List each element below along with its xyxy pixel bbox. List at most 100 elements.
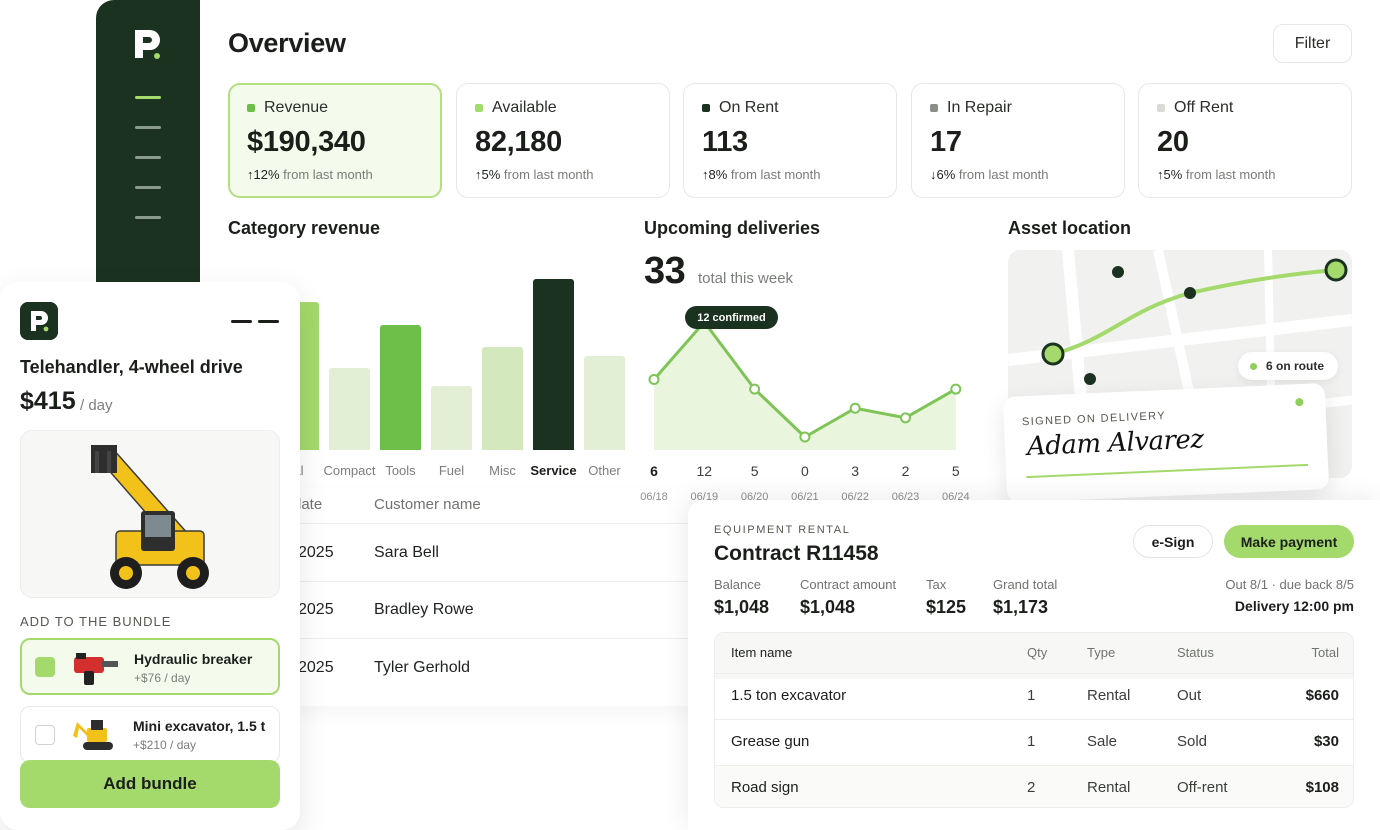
category-label[interactable]: Service (530, 463, 577, 478)
filter-button[interactable]: Filter (1273, 24, 1352, 63)
nav-item-overview[interactable] (135, 96, 161, 99)
stat-label: Off Rent (1174, 99, 1234, 116)
stat-card-off-rent[interactable]: Off Rent 20 ↑5% from last month (1138, 83, 1352, 198)
due-dates: Out 8/1 · due back 8/5 (1225, 577, 1354, 592)
option-price: +$76 / day (134, 671, 191, 685)
nav-item-2[interactable] (135, 126, 161, 129)
bundle-option-hydraulic-breaker[interactable]: Hydraulic breaker +$76 / day (20, 638, 280, 695)
due-info: Out 8/1 · due back 8/5 Delivery 12:00 pm (1225, 577, 1354, 614)
data-point (849, 402, 861, 414)
table-row[interactable]: Road sign 2 Rental Off-rent $108 (715, 765, 1353, 807)
column-header-item[interactable]: Item name (731, 645, 793, 660)
checkbox[interactable] (35, 725, 55, 745)
page-title: Overview (228, 28, 346, 58)
stat-card-on-rent[interactable]: On Rent 113 ↑8% from last month (683, 83, 897, 198)
delivery-time: Delivery 12:00 pm (1234, 598, 1354, 614)
contract-kicker: EQUIPMENT RENTAL (714, 524, 851, 536)
column-header-total[interactable]: Total (1311, 645, 1339, 660)
stat-label: Revenue (264, 99, 329, 116)
product-title: Telehandler, 4-wheel drive (20, 357, 243, 377)
asset-location-title: Asset location (1008, 218, 1132, 238)
status-dot (930, 104, 938, 112)
table-cell-customer[interactable]: Bradley Rowe (374, 601, 474, 618)
day-value: 0 (800, 463, 809, 479)
table-row[interactable]: 1.5 ton excavator 1 Rental Out $660 (715, 673, 1353, 719)
status-dot (702, 104, 710, 112)
bar-compact[interactable] (329, 368, 370, 450)
tax-field: Tax $125 (926, 577, 966, 618)
table-row[interactable]: Grease gun 1 Sale Sold $30 (715, 719, 1353, 765)
data-point (749, 383, 761, 395)
category-revenue-title: Category revenue (228, 218, 381, 238)
telehandler-icon (91, 445, 209, 589)
menu-icon[interactable] (258, 320, 279, 323)
stat-change: ↑8% from last month (702, 167, 821, 182)
stat-card-available[interactable]: Available 82,180 ↑5% from last month (456, 83, 670, 198)
category-label[interactable]: Compact (323, 463, 376, 478)
day-value: 6 (650, 463, 658, 479)
status-dot (475, 104, 483, 112)
bar-misc[interactable] (482, 347, 523, 450)
category-label[interactable]: Fuel (438, 463, 465, 478)
chart-tooltip: 12 confirmed (685, 306, 778, 329)
day-date: 06/18 (640, 491, 668, 503)
table-cell-customer[interactable]: Tyler Gerhold (374, 659, 471, 676)
category-label[interactable]: Tools (385, 463, 416, 478)
product-price: $415 (20, 387, 76, 415)
cell-total: $108 (1305, 779, 1339, 796)
bar-tools[interactable] (380, 325, 421, 450)
day-value: 2 (901, 463, 910, 479)
column-header-qty[interactable]: Qty (1027, 645, 1048, 660)
bar-service[interactable] (533, 279, 574, 450)
on-route-badge[interactable]: 6 on route (1238, 352, 1338, 380)
stat-card-in-repair[interactable]: In Repair 17 ↓6% from last month (911, 83, 1125, 198)
deliveries-total: 33 (644, 250, 686, 292)
field-label: Tax (926, 577, 947, 592)
nav-item-5[interactable] (135, 216, 161, 219)
table-cell-customer[interactable]: Sara Bell (374, 544, 439, 561)
bar-other[interactable] (584, 356, 625, 450)
menu-icon[interactable] (231, 320, 252, 323)
stat-change: ↑5% from last month (1157, 167, 1276, 182)
day-value: 3 (851, 463, 860, 479)
data-point (900, 412, 911, 424)
cell-item: 1.5 ton excavator (731, 687, 847, 704)
field-value: $1,048 (714, 597, 770, 617)
brand-logo-icon[interactable] (133, 28, 163, 60)
cell-type: Rental (1087, 687, 1131, 704)
nav-item-3[interactable] (135, 156, 161, 159)
column-header-status[interactable]: Status (1177, 645, 1214, 660)
cell-status: Sold (1177, 733, 1208, 750)
nav-item-4[interactable] (135, 186, 161, 189)
category-label[interactable]: Misc (489, 463, 516, 478)
stat-card-revenue[interactable]: Revenue $190,340 ↑12% from last month (228, 83, 442, 198)
column-header-date[interactable]: late (298, 496, 323, 513)
contract-card: EQUIPMENT RENTAL Contract R11458 e-Sign … (688, 500, 1380, 830)
table-header: Item name Qty Type Status Total (715, 633, 1353, 679)
hydraulic-breaker-icon (74, 653, 118, 685)
divider (290, 581, 690, 582)
day-value: 12 (696, 463, 713, 479)
customer-table (290, 488, 700, 706)
bundle-caption: ADD TO THE BUNDLE (20, 614, 172, 629)
column-header-type[interactable]: Type (1087, 645, 1116, 660)
product-image (20, 430, 280, 598)
field-label: Balance (714, 577, 761, 592)
category-label[interactable]: Other (588, 463, 621, 478)
column-header-customer[interactable]: Customer name (374, 496, 481, 513)
cell-item: Road sign (731, 779, 799, 796)
stat-value: $190,340 (247, 126, 366, 158)
esign-button[interactable]: e-Sign (1133, 525, 1213, 558)
stat-value: 20 (1157, 126, 1189, 158)
data-point (799, 431, 811, 443)
stat-label: Available (492, 99, 557, 116)
bar-fuel[interactable] (431, 386, 472, 450)
sidebar (96, 0, 200, 300)
add-bundle-button[interactable]: Add bundle (20, 760, 280, 808)
stat-value: 82,180 (475, 126, 562, 158)
bundle-option-mini-excavator[interactable]: Mini excavator, 1.5 t +$210 / day (20, 706, 280, 763)
checkbox[interactable] (35, 657, 55, 677)
stat-change: ↑12% from last month (247, 167, 373, 182)
stat-value: 113 (702, 126, 748, 158)
make-payment-button[interactable]: Make payment (1224, 525, 1354, 558)
